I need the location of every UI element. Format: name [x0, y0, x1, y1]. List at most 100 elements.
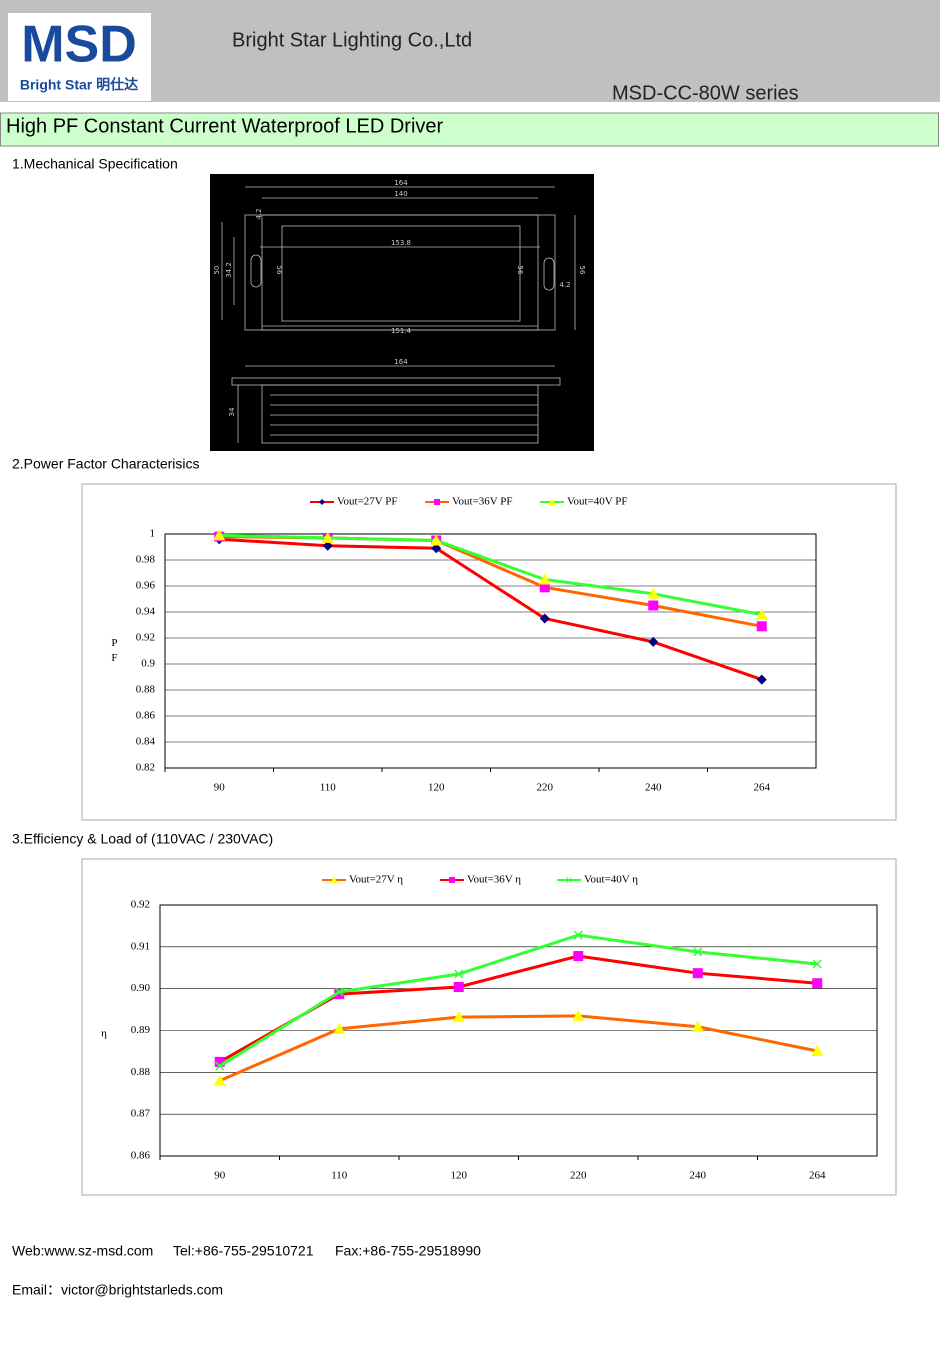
x-tick-label: 240 — [690, 1170, 707, 1182]
y-axis-label: PF — [108, 637, 120, 667]
x-tick-label: 120 — [451, 1170, 468, 1182]
logo-text: Bright Star 明仕达 — [20, 77, 138, 93]
marker — [693, 947, 703, 957]
marker — [214, 1056, 225, 1067]
x-tick-label: 90 — [214, 1170, 226, 1182]
series-line — [219, 1014, 818, 1083]
chart-frame — [81, 858, 897, 1196]
x-tick-label: 264 — [754, 782, 771, 794]
x-tick-label: 120 — [428, 782, 445, 794]
dimension: 4.2 — [559, 281, 570, 289]
dimension: 164 — [394, 179, 408, 187]
marker — [756, 674, 767, 685]
series-line — [218, 933, 818, 1068]
dimension: 4.2 — [255, 208, 263, 219]
dimension: 153.8 — [391, 239, 411, 247]
dimension: 56 — [275, 266, 283, 275]
marker — [322, 540, 333, 551]
marker — [213, 529, 226, 541]
series-line — [219, 533, 763, 617]
header-band — [0, 0, 940, 102]
y-tick-label: 0.92 — [136, 632, 155, 644]
marker — [647, 587, 660, 599]
series-line — [219, 537, 763, 682]
y-tick-label: 1 — [150, 528, 156, 540]
dimension: 56 — [578, 266, 586, 275]
marker — [334, 989, 345, 1000]
marker — [812, 959, 822, 969]
marker — [431, 543, 442, 554]
dimension: 34.2 — [225, 262, 233, 278]
logo-box — [8, 13, 151, 101]
x-tick-label: 220 — [570, 1170, 587, 1182]
y-tick-label: 0.88 — [131, 1066, 151, 1078]
marker — [539, 582, 550, 593]
dimension: 34 — [228, 407, 236, 416]
y-tick-label: 0.92 — [131, 899, 150, 911]
y-tick-label: 0.94 — [136, 606, 156, 618]
y-tick-label: 0.87 — [131, 1108, 151, 1120]
marker — [756, 621, 767, 632]
footer-web: Web:www.sz-msd.com — [12, 1243, 153, 1259]
series-name: MSD-CC-80W series — [612, 82, 799, 104]
marker — [691, 1020, 704, 1032]
y-tick-label: 0.91 — [131, 940, 150, 952]
chart-frame — [81, 483, 897, 821]
marker — [454, 969, 464, 979]
marker — [215, 1061, 225, 1071]
legend-marker — [434, 499, 440, 505]
footer-tel: Tel:+86-755-29510721 — [173, 1243, 314, 1259]
marker — [453, 981, 464, 992]
legend-label: Vout=27V PF — [337, 496, 398, 508]
section-title: 1.Mechanical Specification — [12, 156, 178, 172]
legend-label: Vout=40V PF — [567, 496, 628, 508]
marker — [213, 1074, 226, 1086]
company-name: Bright Star Lighting Co.,Ltd — [232, 29, 472, 51]
dimension: 140 — [394, 190, 407, 198]
section-title: 2.Power Factor Characterisics — [12, 456, 200, 472]
marker — [572, 1009, 585, 1021]
y-tick-label: 0.86 — [136, 710, 156, 722]
dimension: 164 — [394, 358, 408, 366]
y-tick-label: 0.89 — [131, 1024, 151, 1036]
x-tick-label: 264 — [809, 1170, 826, 1182]
mechanical-drawing — [210, 174, 594, 451]
marker — [452, 1011, 465, 1023]
marker — [538, 573, 551, 585]
marker — [648, 600, 659, 611]
y-tick-label: 0.88 — [136, 684, 156, 696]
legend-marker — [319, 499, 325, 505]
y-tick-label: 0.86 — [131, 1150, 151, 1162]
marker — [811, 1044, 824, 1056]
marker — [430, 534, 443, 546]
y-tick-label: 0.96 — [136, 580, 156, 592]
x-tick-label: 110 — [320, 782, 337, 794]
legend-marker — [449, 877, 455, 883]
page-title: High PF Constant Current Waterproof LED … — [6, 115, 444, 137]
legend-marker — [566, 877, 572, 883]
x-tick-label: 110 — [331, 1170, 348, 1182]
legend-label: Vout=40V η — [584, 874, 638, 886]
legend-label: Vout=36V η — [467, 874, 521, 886]
legend-marker — [330, 876, 338, 883]
marker — [692, 968, 703, 979]
marker — [573, 951, 584, 962]
dimension: 56 — [516, 266, 524, 275]
legend-label: Vout=27V η — [349, 874, 403, 886]
y-tick-label: 0.90 — [131, 982, 151, 994]
title-bar — [0, 112, 939, 147]
marker — [334, 987, 344, 997]
marker — [539, 613, 550, 624]
y-tick-label: 0.98 — [136, 554, 156, 566]
marker — [321, 531, 334, 543]
x-tick-label: 220 — [537, 782, 554, 794]
marker — [648, 636, 659, 647]
marker — [333, 1022, 346, 1034]
marker — [755, 608, 768, 620]
logo-mark: MSD — [21, 16, 137, 74]
dimension: 151.4 — [391, 327, 412, 335]
plot-area — [164, 533, 817, 769]
dimension: 50 — [213, 266, 221, 275]
